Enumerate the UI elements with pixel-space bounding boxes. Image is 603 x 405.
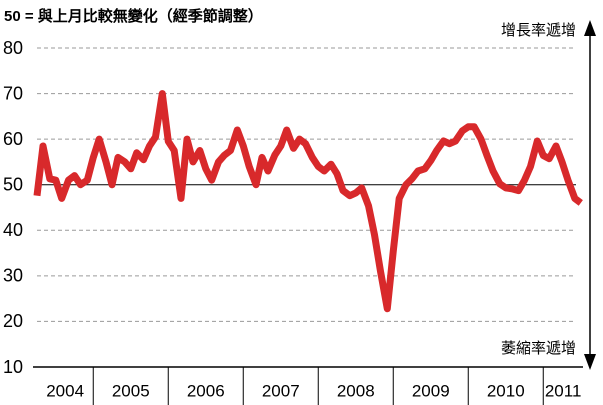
annotation-bottom: 萎縮率遞增 xyxy=(501,340,576,357)
x-tick-label: 2009 xyxy=(412,381,450,400)
x-tick-label: 2006 xyxy=(187,381,225,400)
x-tick-label: 2008 xyxy=(337,381,375,400)
y-tick-label: 10 xyxy=(3,357,23,377)
y-tick-label: 60 xyxy=(3,129,23,149)
y-tick-label: 30 xyxy=(3,266,23,286)
y-tick-label: 40 xyxy=(3,220,23,240)
arrow-head-down xyxy=(584,354,596,370)
x-tick-label: 2011 xyxy=(545,381,582,400)
y-tick-label: 50 xyxy=(3,174,23,194)
y-tick-label: 80 xyxy=(3,38,23,58)
arrow-head-up xyxy=(584,20,596,36)
x-tick-label: 2007 xyxy=(262,381,300,400)
annotation-top: 增長率遞增 xyxy=(501,22,576,39)
x-tick-label: 2010 xyxy=(487,381,525,400)
chart-title: 50 = 與上月比較無變化（經季節調整） xyxy=(4,7,263,25)
y-tick-label: 70 xyxy=(3,83,23,103)
x-tick-label: 2004 xyxy=(46,381,84,400)
y-tick-label: 20 xyxy=(3,311,23,331)
line-series xyxy=(33,90,583,313)
x-tick-label: 2005 xyxy=(112,381,150,400)
